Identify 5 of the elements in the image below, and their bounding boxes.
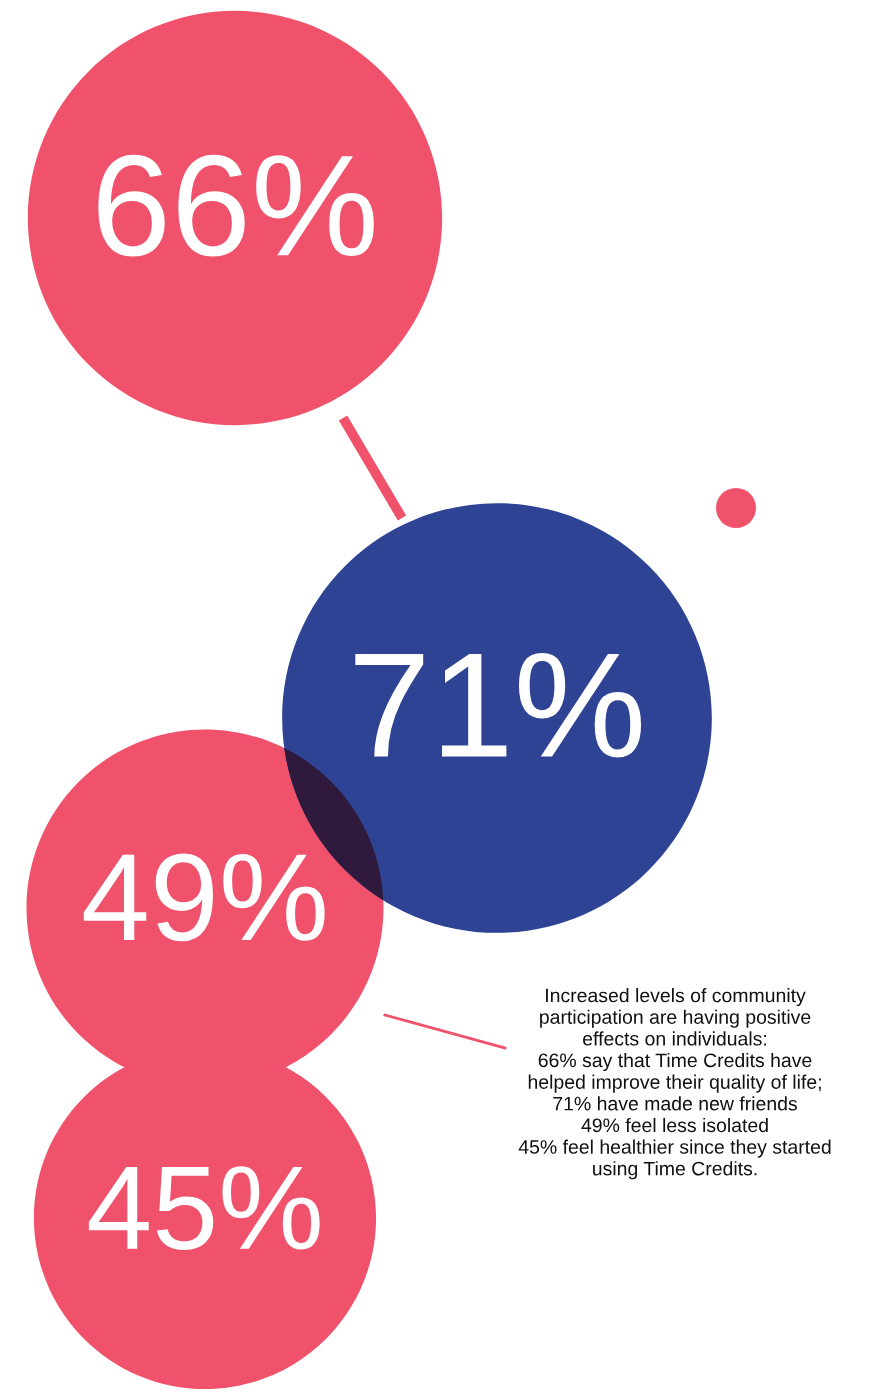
data-label: 45% bbox=[88, 1166, 320, 1250]
data-label: 66% bbox=[98, 154, 374, 257]
data-label: 71% bbox=[355, 653, 642, 758]
data-label: 49% bbox=[83, 853, 325, 942]
text: Increased levels of community participation are having positive effects on individuals: 66% say that Time Credits have helped improve their quality of life; 71% have made new friends 49% feel less isolated 45% feel healthier since they started using Time Credits. bbox=[518, 988, 831, 1180]
